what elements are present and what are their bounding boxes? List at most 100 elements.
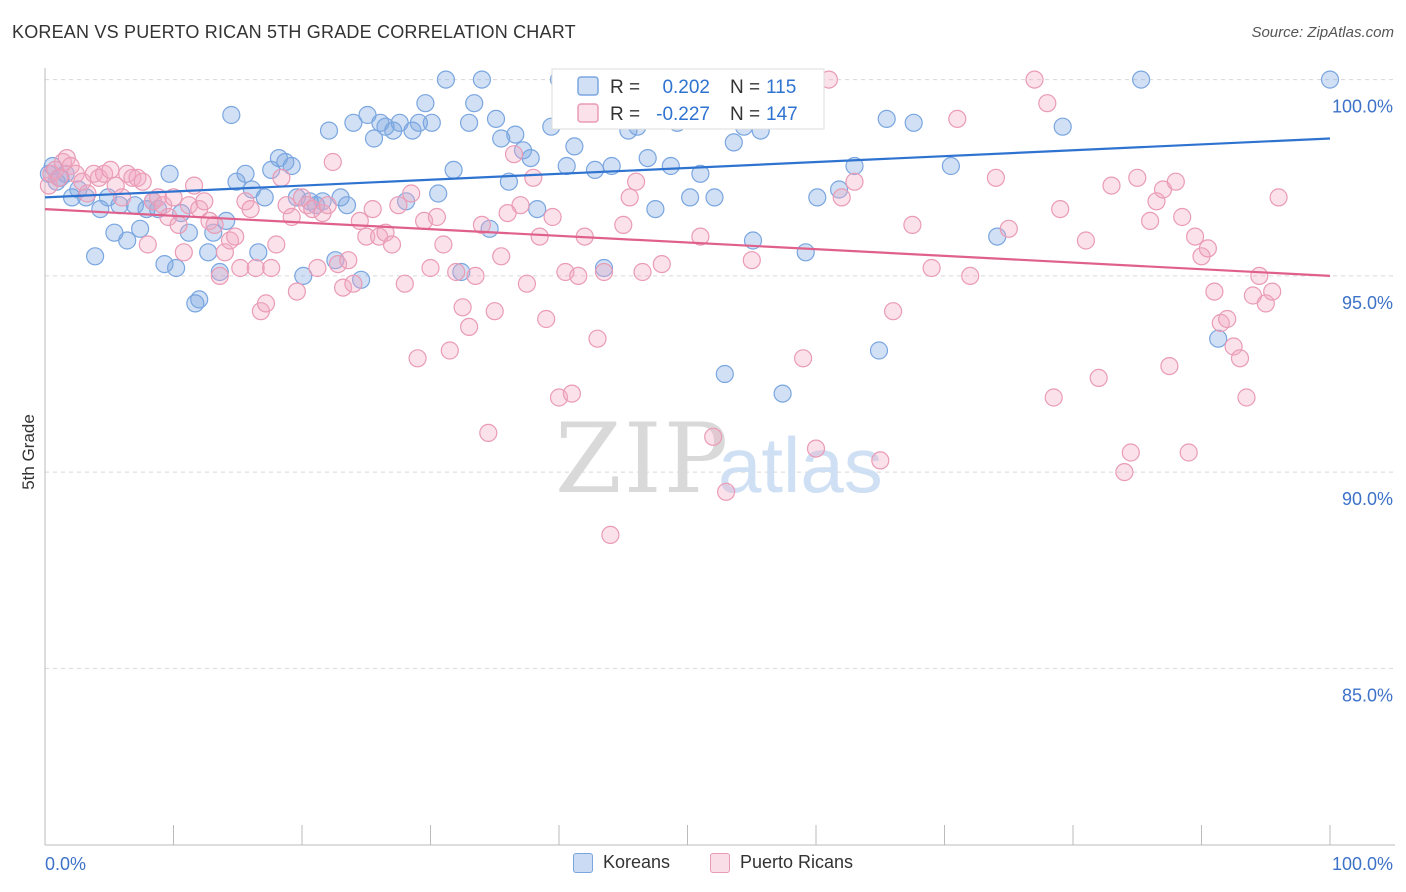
korean-point [364,129,384,148]
puerto-rican-point [742,251,761,270]
korean-point [521,149,540,168]
puerto-rican-point [614,215,633,234]
korean-point [452,262,471,282]
korean-point [638,149,657,168]
puerto-rican-point [344,274,363,293]
puerto-rican-point [1025,70,1044,89]
puerto-rican-point [485,302,504,321]
y-tick-label: 85.0% [1342,685,1393,705]
puerto-rican-point [318,196,337,215]
puerto-rican-point [466,266,485,285]
korean-point [416,94,435,113]
stats-n-label: N = [730,77,760,98]
korean-point [877,109,896,129]
korean-point [506,125,525,144]
legend-item-puerto-ricans[interactable]: Puerto Ricans [710,852,853,873]
stats-swatch-puerto-ricans [577,103,599,123]
puerto-rican-point [78,184,97,203]
puerto-rican-trend-line [44,208,1331,277]
korean-point [465,94,484,113]
puerto-rican-point [832,188,851,207]
korean-point [190,290,209,309]
puerto-rican-point [871,451,890,470]
puerto-rican-point [389,196,408,215]
puerto-rican-point [948,109,967,129]
korean-point [344,113,363,132]
puerto-rican-point [883,302,903,321]
puerto-rican-point [195,192,214,211]
korean-point [594,258,614,278]
puerto-rican-point [543,207,562,227]
stats-swatch-koreans [577,76,599,96]
puerto-rican-point [246,258,265,278]
korean-point [199,243,218,262]
legend-item-koreans[interactable]: Koreans [573,852,670,873]
puerto-rican-point [1038,94,1057,113]
puerto-rican-point [226,227,245,246]
puerto-rican-point [408,349,427,368]
korean-point [661,156,680,176]
korean-point [222,105,241,125]
puerto-rican-point [704,427,723,446]
puerto-rican-point [1044,388,1063,407]
korean-point [796,243,815,262]
puerto-rican-point [1218,309,1237,329]
puerto-rican-point [594,262,614,282]
korean-point [565,137,584,156]
korean-point [486,109,506,129]
legend-swatch-puerto-ricans [710,852,730,873]
puerto-rican-point [1250,266,1269,285]
korean-point [557,156,576,176]
puerto-rican-point [537,309,556,329]
stats-r-label: R = [610,104,640,125]
puerto-rican-point [504,145,524,164]
puerto-rican-point [210,266,229,285]
tick-labels: 85.0% 90.0% 95.0% 100.0% 0.0% 100.0% [45,97,1393,874]
puerto-rican-point [1160,357,1179,376]
korean-point [499,172,518,191]
puerto-rican-point [845,172,864,191]
korean-point [167,258,186,278]
puerto-rican-point [123,168,142,187]
chart-title: KOREAN VS PUERTO RICAN 5TH GRADE CORRELA… [12,22,576,42]
korean-point [904,113,923,132]
stats-r-label: R = [610,77,640,98]
puerto-rican-point [1115,463,1134,482]
puerto-rican-point [999,219,1018,238]
korean-point [472,70,491,89]
puerto-rican-point [588,329,607,348]
puerto-rican-point [363,200,382,219]
puerto-rican-point [530,227,549,246]
puerto-rican-point [1230,349,1250,368]
chart-source: Source: ZipAtlas.com [1251,24,1394,41]
watermark-zip: ZIP [555,403,730,515]
puerto-rican-point [402,184,421,203]
puerto-rican-point [652,255,671,274]
puerto-rican-point [562,384,582,403]
korean-point [528,200,547,219]
puerto-rican-point [138,235,157,254]
puerto-rican-point [453,298,472,317]
stats-r-value: -0.227 [656,104,710,125]
korean-point [319,121,339,140]
puerto-rican-point [1089,368,1108,387]
korean-point [429,184,448,203]
korean-point [422,113,441,132]
puerto-rican-point [1173,207,1192,227]
korean-point [715,364,734,384]
watermark-atlas: atlas [718,421,883,509]
korean-point [941,156,961,176]
y-tick-label: 90.0% [1342,489,1393,509]
puerto-rican-point [1269,188,1288,207]
korean-point [646,200,665,219]
puerto-rican-point [272,168,291,187]
korean-point [255,188,274,207]
korean-point [773,384,792,403]
korean-point [85,247,105,266]
korean-point [210,262,229,282]
puerto-rican-point [1128,168,1147,187]
y-tick-label: 100.0% [1332,97,1393,117]
stats-n-value: 115 [766,77,796,98]
puerto-rican-point [395,274,414,293]
